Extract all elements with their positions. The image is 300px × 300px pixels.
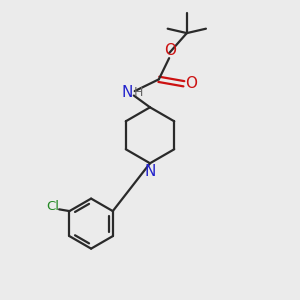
- Text: Cl: Cl: [47, 200, 60, 213]
- Text: N: N: [145, 164, 156, 179]
- Text: O: O: [164, 43, 176, 58]
- Text: N: N: [121, 85, 133, 100]
- Text: O: O: [185, 76, 197, 91]
- Text: H: H: [134, 86, 143, 99]
